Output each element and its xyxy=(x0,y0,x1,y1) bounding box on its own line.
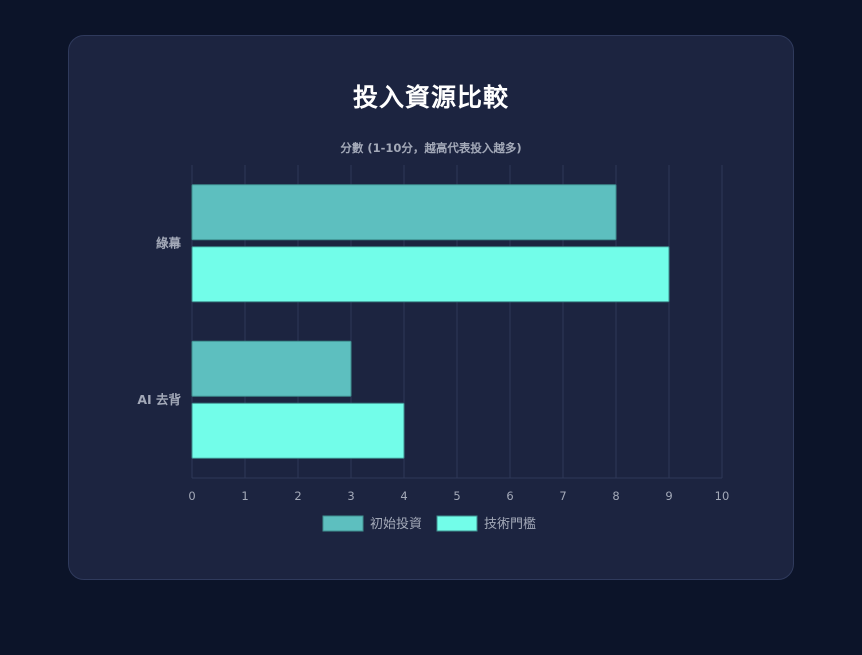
x-tick-label: 2 xyxy=(294,489,301,503)
y-tick-label: AI 去背 xyxy=(137,392,181,407)
x-axis-label: 分數 (1-10分，越高代表投入越多) xyxy=(340,141,521,155)
legend[interactable]: 初始投資 技術門檻 xyxy=(323,516,536,532)
legend-swatch[interactable] xyxy=(323,516,363,531)
bar-technical-threshold[interactable] xyxy=(192,247,669,302)
bar-initial-investment[interactable] xyxy=(192,341,351,396)
legend-swatch[interactable] xyxy=(437,516,477,531)
legend-label[interactable]: 初始投資 xyxy=(370,516,422,532)
x-tick-label: 9 xyxy=(665,489,672,503)
bar-initial-investment[interactable] xyxy=(192,185,616,240)
bars-group xyxy=(192,185,669,459)
x-tick-label: 3 xyxy=(347,489,354,503)
x-tick-label: 6 xyxy=(506,489,513,503)
bar-technical-threshold[interactable] xyxy=(192,403,404,458)
x-tick-label: 8 xyxy=(612,489,619,503)
x-tick-label: 0 xyxy=(188,489,195,503)
y-tick-labels: 綠幕 AI 去背 xyxy=(137,235,181,407)
y-tick-label: 綠幕 xyxy=(156,235,182,250)
x-tick-label: 1 xyxy=(241,489,248,503)
x-tick-labels: 0 1 2 3 4 5 6 7 8 9 10 xyxy=(188,489,729,503)
x-tick-label: 5 xyxy=(453,489,460,503)
x-tick-label: 7 xyxy=(559,489,566,503)
legend-label[interactable]: 技術門檻 xyxy=(484,516,536,532)
x-tick-label: 10 xyxy=(715,489,730,503)
x-tick-label: 4 xyxy=(400,489,407,503)
